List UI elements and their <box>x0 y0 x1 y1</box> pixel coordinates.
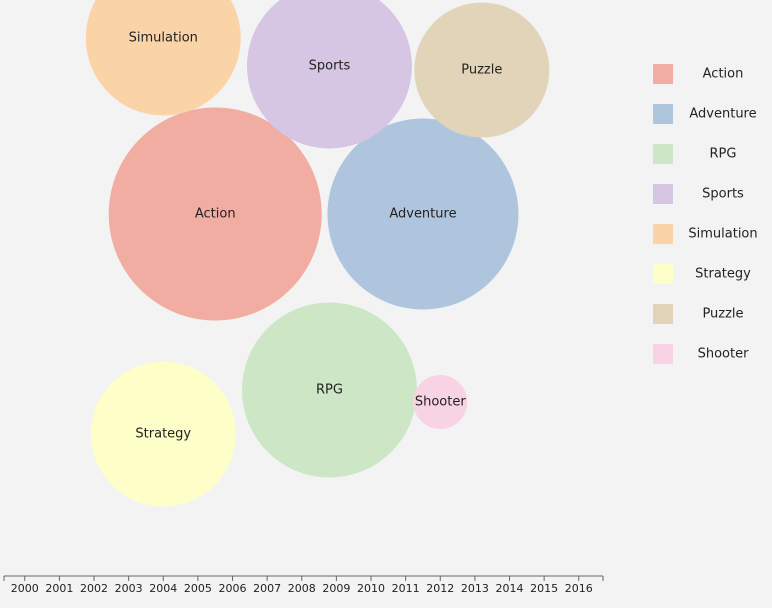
legend-label-sports: Sports <box>702 187 744 202</box>
bubble-label-action: Action <box>195 207 236 222</box>
x-tick-label-2016: 2016 <box>565 582 593 595</box>
bubble-label-rpg: RPG <box>316 383 343 398</box>
bubbles-layer: Action Adventure RPG Sports Simulation Strate… <box>85 0 550 507</box>
bubble-label-adventure: Adventure <box>389 207 456 222</box>
bubble-puzzle[interactable]: Puzzle <box>414 2 550 138</box>
bubble-shooter[interactable]: Shooter <box>413 375 468 429</box>
legend-item-simulation[interactable]: Simulation <box>653 224 758 244</box>
x-axis: 2000 2001 2002 2003 2004 2005 2006 2007 2008 2009… <box>3 575 604 595</box>
legend-label-shooter: Shooter <box>698 347 749 362</box>
bubble-circle-action[interactable] <box>108 107 322 321</box>
legend-swatch-adventure <box>653 104 673 124</box>
x-tick-label-2009: 2009 <box>322 582 350 595</box>
x-tick-label-2010: 2010 <box>357 582 385 595</box>
legend: Action Adventure RPG Sports Simulation Strate… <box>653 64 758 364</box>
bubble-sports[interactable]: Sports <box>246 0 412 149</box>
legend-label-puzzle: Puzzle <box>702 307 743 322</box>
bubble-circle-strategy[interactable] <box>90 361 236 507</box>
x-tick-label-2005: 2005 <box>184 582 212 595</box>
bubble-circle-rpg[interactable] <box>241 302 417 478</box>
legend-swatch-simulation <box>653 224 673 244</box>
x-tick-label-2012: 2012 <box>426 582 454 595</box>
legend-swatch-puzzle <box>653 304 673 324</box>
legend-label-rpg: RPG <box>710 147 737 162</box>
x-tick-label-2015: 2015 <box>530 582 558 595</box>
bubble-strategy[interactable]: Strategy <box>90 361 236 507</box>
x-tick-label-2006: 2006 <box>219 582 247 595</box>
legend-item-strategy[interactable]: Strategy <box>653 264 751 284</box>
legend-swatch-shooter <box>653 344 673 364</box>
legend-label-simulation: Simulation <box>688 227 757 242</box>
bubble-label-strategy: Strategy <box>135 427 191 442</box>
legend-item-rpg[interactable]: RPG <box>653 144 736 164</box>
bubble-circle-puzzle[interactable] <box>414 2 550 138</box>
x-tick-label-2000: 2000 <box>11 582 39 595</box>
legend-swatch-strategy <box>653 264 673 284</box>
legend-item-adventure[interactable]: Adventure <box>653 104 757 124</box>
bubble-circle-simulation[interactable] <box>85 0 241 116</box>
bubble-label-sports: Sports <box>309 59 351 74</box>
x-tick-label-2003: 2003 <box>115 582 143 595</box>
legend-label-action: Action <box>703 67 744 82</box>
bubble-label-simulation: Simulation <box>129 31 198 46</box>
legend-item-action[interactable]: Action <box>653 64 743 84</box>
x-tick-label-2011: 2011 <box>392 582 420 595</box>
legend-swatch-rpg <box>653 144 673 164</box>
legend-label-adventure: Adventure <box>689 107 756 122</box>
legend-item-shooter[interactable]: Shooter <box>653 344 749 364</box>
bubble-circle-shooter[interactable] <box>413 375 468 429</box>
bubble-circle-adventure[interactable] <box>327 118 519 310</box>
legend-item-puzzle[interactable]: Puzzle <box>653 304 744 324</box>
x-tick-label-2014: 2014 <box>496 582 524 595</box>
bubble-label-shooter: Shooter <box>415 395 466 410</box>
x-tick-label-2001: 2001 <box>45 582 73 595</box>
bubble-rpg[interactable]: RPG <box>241 302 417 478</box>
x-tick-label-2007: 2007 <box>253 582 281 595</box>
bubble-simulation[interactable]: Simulation <box>85 0 241 116</box>
bubble-circle-sports[interactable] <box>246 0 412 149</box>
legend-swatch-action <box>653 64 673 84</box>
x-tick-label-2013: 2013 <box>461 582 489 595</box>
bubble-adventure[interactable]: Adventure <box>327 118 519 310</box>
legend-swatch-sports <box>653 184 673 204</box>
bubble-label-puzzle: Puzzle <box>461 63 502 78</box>
legend-label-strategy: Strategy <box>695 267 751 282</box>
x-tick-label-2002: 2002 <box>80 582 108 595</box>
x-tick-label-2004: 2004 <box>149 582 177 595</box>
bubble-action[interactable]: Action <box>108 107 322 321</box>
x-tick-label-2008: 2008 <box>288 582 316 595</box>
legend-item-sports[interactable]: Sports <box>653 184 744 204</box>
